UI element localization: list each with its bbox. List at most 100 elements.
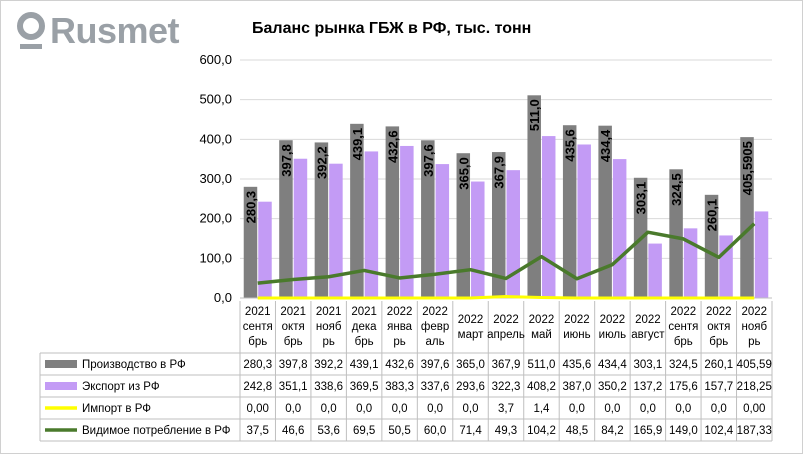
table-cell: 3,7: [498, 403, 514, 415]
line-consumption: [257, 222, 756, 285]
table-cell: 367,9: [492, 359, 521, 371]
data-label-production: 397,8: [279, 144, 294, 177]
table-cell: 435,6: [563, 359, 592, 371]
category-label: 2022: [564, 314, 590, 326]
table-cell: 439,1: [350, 359, 379, 371]
bar-production: [704, 194, 719, 298]
category-label: 2021: [316, 306, 342, 318]
table-cell: 48,5: [566, 425, 588, 437]
table-cell: 280,3: [243, 359, 272, 371]
category-label: 2022: [671, 306, 697, 318]
category-label: 2022: [458, 314, 484, 326]
category-label: 2022: [529, 314, 555, 326]
logo-text: Rusmet: [50, 10, 180, 51]
table-cell: 0,0: [356, 403, 372, 415]
category-label: дека: [352, 321, 377, 333]
legend-key-production: [45, 360, 77, 368]
bar-export: [364, 151, 379, 298]
bar-export: [506, 170, 520, 298]
table-cell: 102,4: [704, 425, 733, 437]
table-cell: 175,6: [669, 381, 698, 393]
category-label: 2022: [706, 306, 732, 318]
table-cell: 69,5: [353, 425, 375, 437]
table-cell: 104,2: [527, 425, 556, 437]
table-cell: 218,25: [737, 381, 772, 393]
table-cell: 84,2: [601, 425, 623, 437]
bar-production: [669, 169, 683, 298]
bar-production: [527, 95, 541, 298]
table-cell: 0,0: [463, 403, 479, 415]
table-cell: 0,00: [743, 403, 765, 415]
category-label: сентя: [243, 321, 273, 333]
category-label: рь: [322, 336, 334, 348]
data-label-production: 260,1: [705, 199, 720, 232]
category-label: нояб: [741, 321, 767, 333]
y-tick-label: 100,0: [199, 250, 232, 265]
bar-production: [740, 137, 754, 298]
table-cell: 0,0: [392, 403, 408, 415]
category-label: брь: [674, 336, 693, 348]
table-cell: 242,8: [243, 381, 272, 393]
logo: Rusmet: [16, 8, 180, 54]
category-label: февр: [421, 321, 449, 333]
data-label-production: 434,4: [598, 129, 613, 162]
y-tick-label: 0,0: [214, 290, 232, 305]
table-cell: 0,00: [247, 403, 269, 415]
bar-production: [385, 126, 400, 298]
category-label: июнь: [563, 329, 590, 341]
bar-export: [754, 211, 769, 298]
table-cell: 137,2: [633, 381, 662, 393]
bar-production: [279, 140, 293, 298]
category-label: 2022: [422, 306, 448, 318]
table-cell: 369,5: [350, 381, 379, 393]
table-cell: 350,2: [598, 381, 627, 393]
category-label: брь: [248, 336, 267, 348]
table-cell: 60,0: [424, 425, 446, 437]
category-label: 2022: [741, 306, 767, 318]
table-cell: 49,3: [495, 425, 517, 437]
category-label: 2022: [600, 314, 626, 326]
bar-production: [598, 125, 612, 298]
bar-export: [329, 163, 343, 298]
table-cell: 149,0: [669, 425, 698, 437]
y-tick-label: 400,0: [199, 131, 232, 146]
bar-export: [435, 164, 450, 298]
table-cell: 0,0: [675, 403, 691, 415]
table-cell: 338,6: [314, 381, 343, 393]
data-label-production: 435,6: [563, 129, 578, 162]
table-cell: 397,8: [279, 359, 308, 371]
table-cell: 0,0: [711, 403, 727, 415]
table-cell: 46,6: [282, 425, 304, 437]
chart-title: Баланс рынка ГБЖ в РФ, тыс. тонн: [252, 20, 532, 37]
data-label-production: 280,3: [243, 191, 258, 224]
legend-label: Производство в РФ: [82, 359, 186, 371]
legend-label: Импорт в РФ: [82, 403, 151, 415]
table-cell: 0,0: [640, 403, 656, 415]
line-import: [257, 295, 755, 300]
table-cell: 383,3: [385, 381, 414, 393]
data-label-production: 432,6: [385, 130, 400, 163]
category-label: аль: [426, 336, 445, 348]
data-label-production: 511,0: [527, 99, 542, 131]
table-cell: 434,4: [598, 359, 627, 371]
table-cell: 337,6: [421, 381, 450, 393]
category-label: янва: [387, 321, 413, 333]
table-cell: 293,6: [456, 381, 485, 393]
data-label-production: 367,9: [492, 156, 507, 189]
category-label: 2021: [245, 306, 271, 318]
table-cell: 365,0: [456, 359, 485, 371]
legend-label: Видимое потребление в РФ: [82, 425, 231, 437]
table-cell: 0,0: [604, 403, 620, 415]
category-label: 2021: [351, 306, 377, 318]
bar-production: [456, 153, 471, 298]
category-label: май: [531, 329, 552, 341]
category-label: апрель: [487, 329, 525, 341]
bar-export: [648, 243, 662, 298]
bar-export: [471, 181, 485, 298]
category-label: брь: [355, 336, 374, 348]
table-cell: 0,0: [285, 403, 301, 415]
rusmet-logo-icon: [17, 12, 45, 49]
category-label: брь: [284, 336, 303, 348]
table-cell: 387,0: [563, 381, 592, 393]
table-cell: 187,33: [737, 425, 772, 437]
